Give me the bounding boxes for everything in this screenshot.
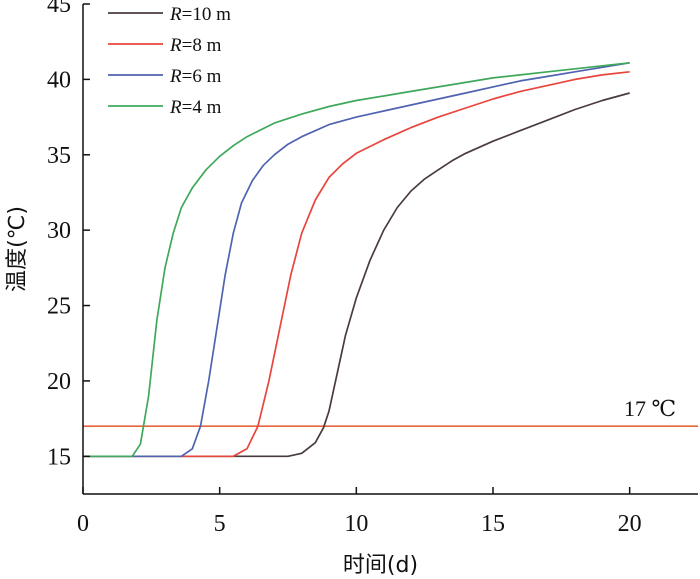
series-line-4 — [83, 61, 630, 458]
legend-label-1: R=10 m — [169, 4, 231, 25]
y-tick-label: 40 — [47, 67, 71, 93]
y-ticks: 15 20 25 30 35 40 45 — [47, 0, 90, 470]
axes: 0 5 10 15 20 15 20 25 30 35 40 45 — [47, 0, 698, 537]
y-axis-title: 温度(℃) — [5, 206, 30, 292]
x-ticks: 0 5 10 15 20 — [77, 487, 642, 537]
x-tick-label: 20 — [618, 511, 642, 537]
reference-line-label: 17 ℃ — [624, 396, 676, 421]
series-layer — [83, 61, 630, 458]
y-tick-label: 45 — [47, 0, 71, 18]
x-axis-title: 时间(d) — [343, 553, 418, 578]
series-line-2 — [83, 70, 630, 458]
series-line-1 — [83, 92, 630, 458]
series-line-3 — [83, 61, 630, 458]
y-tick-label: 20 — [47, 369, 71, 395]
y-tick-label: 35 — [47, 143, 71, 169]
reference-line-layer: 17 ℃ — [83, 396, 698, 427]
x-tick-label: 5 — [214, 511, 226, 537]
legend-label-3: R=6 m — [169, 66, 222, 87]
legend: R=10 m R=8 m R=6 m R=4 m — [108, 4, 231, 118]
x-tick-label: 0 — [77, 511, 89, 537]
x-tick-label: 10 — [344, 511, 368, 537]
y-tick-label: 25 — [47, 294, 71, 320]
legend-label-4: R=4 m — [169, 97, 222, 118]
y-tick-label: 30 — [47, 218, 71, 244]
legend-label-2: R=8 m — [169, 35, 222, 56]
x-tick-label: 15 — [481, 511, 505, 537]
y-tick-label: 15 — [47, 444, 71, 470]
